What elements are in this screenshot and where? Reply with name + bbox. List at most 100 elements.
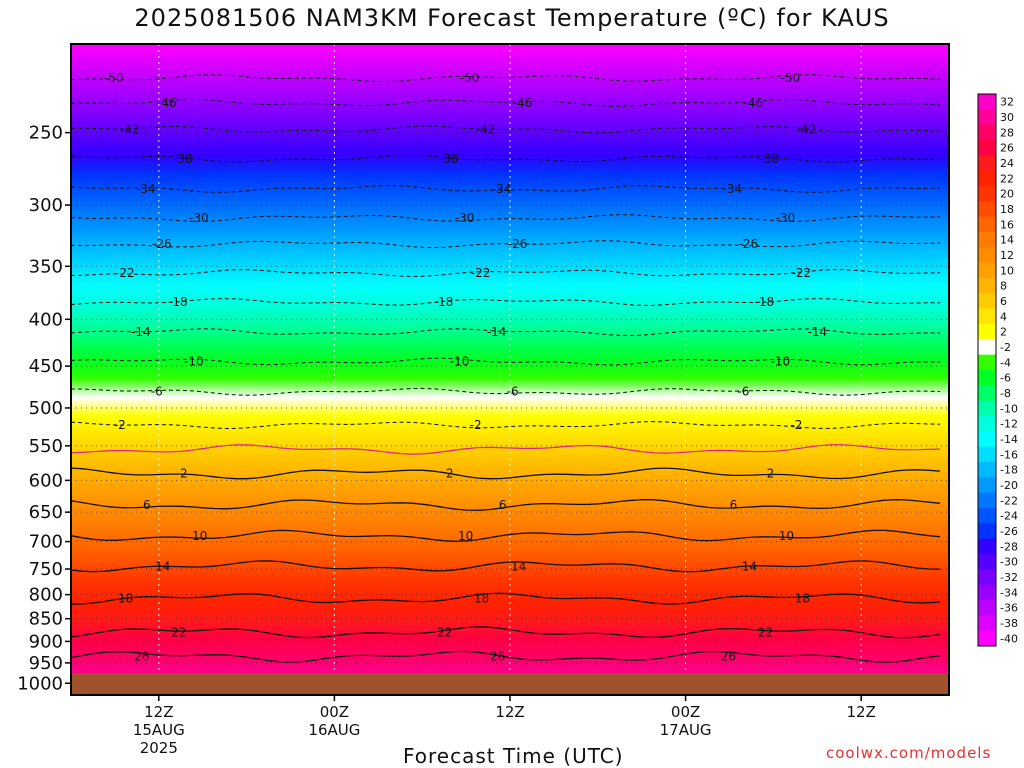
colorbar-label: -12	[1000, 418, 1018, 431]
contour-label: -2	[114, 418, 126, 432]
contour-label: -30	[189, 211, 209, 225]
contour-label: -34	[492, 182, 512, 196]
contour-label: 10	[779, 529, 794, 543]
freezing-line	[71, 444, 941, 455]
isotherm-solid	[71, 529, 941, 542]
contour-label: -18	[168, 295, 188, 309]
contour-label: -30	[455, 211, 475, 225]
colorbar-label: 4	[1000, 310, 1007, 323]
contour-label: 26	[721, 650, 736, 664]
colorbar-label: -8	[1000, 387, 1011, 400]
colorbar-label: -2	[1000, 341, 1011, 354]
grid-lines	[71, 44, 949, 695]
isotherm-dashed	[71, 74, 941, 83]
x-tick-label: 2025	[140, 739, 178, 757]
contour-label: 2	[180, 467, 188, 481]
contour-label: -34	[723, 182, 743, 196]
colorbar-label: 20	[1000, 188, 1014, 201]
contour-label: -14	[808, 325, 828, 339]
colorbar-label: 32	[1000, 96, 1014, 109]
contour-lines: -50 -50 -50 -46 -46 -46 -42 -42 -42 -38 -38 -38 -34 -…	[71, 71, 941, 664]
colorbar-cell	[978, 109, 996, 126]
x-tick-label: 16AUG	[308, 721, 360, 739]
colorbar-label: -34	[1000, 586, 1018, 599]
colorbar-cell	[978, 554, 996, 570]
x-tick-label: 12Z	[144, 703, 173, 721]
colorbar-cell	[978, 630, 996, 647]
colorbar-label: -16	[1000, 448, 1018, 461]
colorbar-cell	[978, 615, 996, 632]
colorbar-cell	[978, 324, 996, 340]
colorbar-label: -38	[1000, 617, 1018, 630]
y-tick-label: 850	[29, 609, 63, 630]
x-tick-label: 00Z	[320, 703, 349, 721]
contour-label: 14	[511, 559, 526, 573]
colorbar-cell	[978, 201, 996, 218]
contour-label: -50	[781, 71, 801, 85]
colorbar-cell	[978, 600, 996, 616]
colorbar-cell	[978, 140, 996, 156]
isotherm-dashed	[71, 357, 941, 366]
colorbar-cell	[978, 538, 996, 555]
contour-label: 14	[155, 559, 170, 573]
y-tick-label: 950	[29, 653, 63, 674]
y-tick-label: 800	[29, 585, 63, 606]
isotherm-dashed	[71, 421, 941, 430]
contour-label: -10	[771, 355, 791, 369]
colorbar-cell	[978, 523, 996, 540]
y-tick-label: 350	[29, 256, 63, 277]
y-tick-label: 250	[29, 123, 63, 144]
chart-title: 2025081506 NAM3KM Forecast Temperature (…	[134, 4, 890, 32]
y-tick-label: 500	[29, 398, 63, 419]
colorbar-frame	[977, 93, 997, 647]
contour-label: -10	[450, 355, 470, 369]
contour-label: -2	[470, 418, 482, 432]
colorbar-label: 30	[1000, 111, 1014, 124]
colorbar-label: 14	[1000, 234, 1014, 247]
contour-label: -50	[460, 71, 480, 85]
colorbar-label: -6	[1000, 372, 1011, 385]
colorbar-cell	[978, 385, 996, 402]
colorbar-label: -22	[1000, 494, 1018, 507]
contour-label: 10	[192, 529, 207, 543]
colorbar-label: 18	[1000, 203, 1014, 216]
isotherm-solid	[71, 592, 941, 605]
isotherm-solid	[71, 650, 941, 663]
isotherm-dashed	[71, 125, 941, 134]
contour-label: -26	[508, 237, 528, 251]
colorbar-label: -20	[1000, 479, 1018, 492]
contour-label: -22	[115, 266, 135, 280]
isotherm-dashed	[71, 240, 941, 249]
colorbar-cell	[978, 462, 996, 478]
contour-label: -50	[104, 71, 124, 85]
y-tick-label: 750	[29, 559, 63, 580]
y-tick-label: 900	[29, 631, 63, 652]
colorbar-cell	[978, 293, 996, 310]
isotherm-dashed	[71, 98, 941, 107]
contour-label: 6	[730, 498, 738, 512]
y-tick-label: 400	[29, 309, 63, 330]
colorbar-label: -32	[1000, 571, 1018, 584]
contour-label: -42	[476, 122, 496, 136]
contour-label: -26	[152, 237, 172, 251]
colorbar-cell	[978, 492, 996, 509]
colorbar-label: 16	[1000, 218, 1014, 231]
contour-label: -30	[776, 211, 796, 225]
colorbar-cell	[978, 232, 996, 248]
isotherm-dashed	[71, 298, 941, 306]
contour-label: -10	[184, 355, 204, 369]
colorbar-cell	[978, 446, 996, 463]
contour-label: 18	[118, 592, 133, 606]
contour-label: -38	[439, 152, 459, 166]
colorbar-cell	[978, 262, 996, 279]
credit-link[interactable]: coolwx.com/models	[826, 744, 992, 762]
colorbar-label: 6	[1000, 295, 1007, 308]
contour-label: 10	[458, 529, 473, 543]
contour-label: -38	[760, 152, 780, 166]
colorbar-label: -36	[1000, 602, 1018, 615]
contour-label: -38	[173, 152, 193, 166]
contour-label: -46	[744, 96, 764, 110]
contour-label: -14	[131, 325, 151, 339]
colorbar-label: 10	[1000, 264, 1014, 277]
contour-label: -14	[487, 325, 507, 339]
